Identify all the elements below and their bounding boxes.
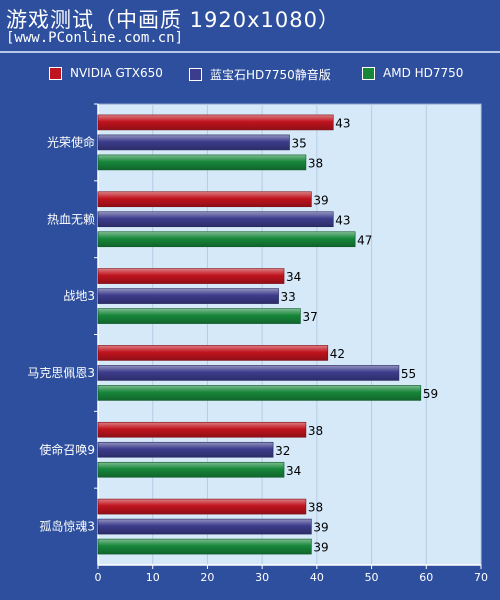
legend-swatch-series-0 bbox=[49, 66, 62, 80]
category-label: 光荣使命 bbox=[47, 134, 95, 149]
data-label: 38 bbox=[308, 156, 323, 170]
bar bbox=[97, 211, 334, 228]
bar bbox=[97, 191, 312, 208]
data-label: 39 bbox=[313, 521, 328, 535]
x-tick-label: 60 bbox=[419, 571, 433, 584]
category-label: 使命召唤9 bbox=[39, 442, 95, 457]
data-label: 33 bbox=[281, 290, 296, 304]
bar bbox=[97, 288, 279, 304]
chart-title: 游戏测试（中画质 1920x1080） bbox=[6, 8, 340, 32]
data-label: 35 bbox=[292, 136, 307, 150]
legend-swatch-series-1 bbox=[189, 68, 202, 81]
data-label: 42 bbox=[330, 347, 345, 361]
chart-subtitle: [www.PConline.com.cn] bbox=[6, 30, 184, 46]
plot-area bbox=[97, 103, 482, 566]
header-divider bbox=[0, 51, 500, 53]
x-tick-label: 40 bbox=[310, 571, 324, 584]
bar bbox=[97, 461, 285, 478]
data-label: 43 bbox=[335, 116, 350, 130]
data-label: 34 bbox=[286, 270, 301, 284]
category-label: 孤岛惊魂3 bbox=[39, 519, 95, 534]
bar bbox=[97, 231, 356, 248]
x-tick-label: 10 bbox=[146, 571, 160, 584]
legend-label-series-1: 蓝宝石HD7750静音版 bbox=[210, 68, 331, 82]
bar bbox=[97, 538, 312, 555]
x-tick-label: 30 bbox=[255, 571, 269, 584]
bar bbox=[97, 498, 307, 515]
bar bbox=[97, 268, 285, 284]
x-tick-label: 70 bbox=[474, 571, 488, 584]
bar bbox=[97, 441, 274, 458]
bar bbox=[97, 365, 400, 381]
data-label: 37 bbox=[302, 310, 317, 324]
bar bbox=[97, 385, 422, 401]
legend-swatch-series-2 bbox=[362, 66, 375, 80]
data-label: 38 bbox=[308, 424, 323, 438]
chart-legend: NVIDIA GTX650 蓝宝石HD7750静音版 AMD HD7750 bbox=[0, 66, 500, 86]
bar bbox=[97, 308, 301, 324]
legend-item-series-2: AMD HD7750 bbox=[362, 66, 463, 80]
data-label: 39 bbox=[313, 541, 328, 555]
x-tick-label: 20 bbox=[200, 571, 214, 584]
bar bbox=[97, 518, 312, 535]
data-label: 43 bbox=[335, 213, 350, 227]
legend-label-series-2: AMD HD7750 bbox=[383, 66, 464, 80]
data-label: 32 bbox=[275, 444, 290, 458]
bar bbox=[97, 154, 307, 171]
legend-item-series-0: NVIDIA GTX650 bbox=[49, 66, 163, 80]
data-label: 59 bbox=[423, 387, 438, 401]
legend-item-series-1: 蓝宝石HD7750静音版 bbox=[189, 66, 331, 83]
data-label: 47 bbox=[357, 233, 372, 247]
data-label: 55 bbox=[401, 367, 416, 381]
bar bbox=[97, 345, 329, 361]
data-label: 38 bbox=[308, 501, 323, 515]
x-tick-label: 50 bbox=[365, 571, 379, 584]
data-label: 34 bbox=[286, 464, 301, 478]
category-label: 热血无赖 bbox=[47, 212, 95, 226]
x-tick-label: 0 bbox=[95, 571, 102, 584]
category-label: 马克思佩恩3 bbox=[27, 366, 95, 380]
legend-label-series-0: NVIDIA GTX650 bbox=[70, 66, 163, 80]
bar bbox=[97, 114, 334, 131]
data-label: 39 bbox=[313, 193, 328, 207]
bar bbox=[97, 134, 290, 151]
bar bbox=[97, 421, 307, 438]
category-label: 战地3 bbox=[63, 289, 95, 303]
